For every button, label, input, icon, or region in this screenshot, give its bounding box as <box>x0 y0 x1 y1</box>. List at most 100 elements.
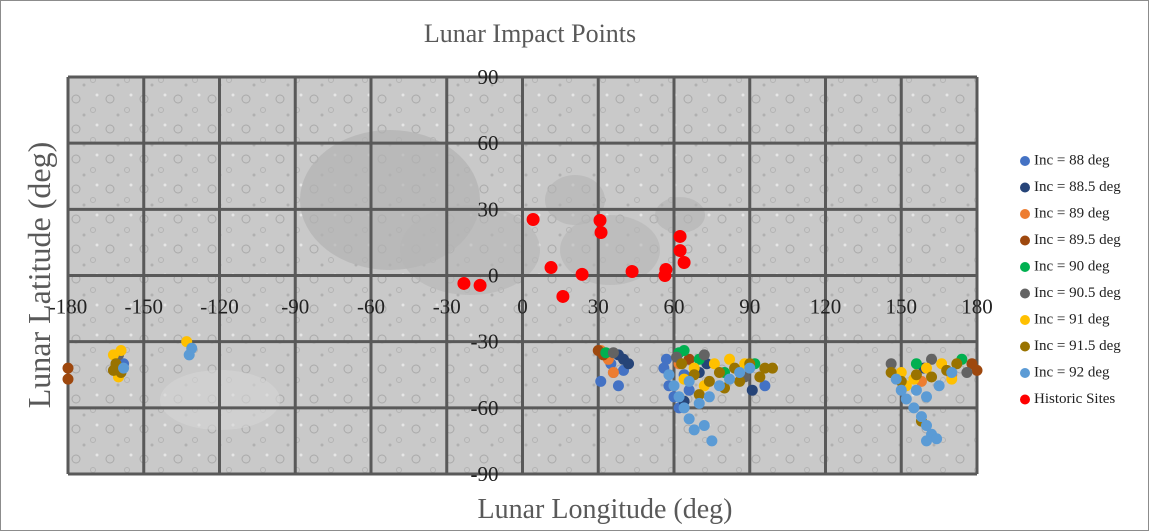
data-point <box>527 213 540 226</box>
data-point <box>684 376 695 387</box>
legend-marker <box>1020 289 1030 299</box>
y-tick-label: -30 <box>471 330 499 354</box>
data-point <box>704 376 715 387</box>
data-point <box>724 374 735 385</box>
legend-label: Inc = 90 deg <box>1034 258 1110 274</box>
y-tick-label: 90 <box>478 65 499 89</box>
y-tick-label: 30 <box>478 197 499 221</box>
x-tick-label: 120 <box>810 295 842 319</box>
data-point <box>613 380 624 391</box>
data-point <box>734 367 745 378</box>
legend-marker <box>1020 262 1030 272</box>
x-tick-label: 150 <box>886 295 918 319</box>
legend-label: Inc = 89.5 deg <box>1034 232 1121 248</box>
data-point <box>911 385 922 396</box>
data-point <box>908 402 919 413</box>
data-point <box>556 290 569 303</box>
legend-label: Inc = 91.5 deg <box>1034 338 1121 354</box>
legend-label: Inc = 91 deg <box>1034 311 1110 327</box>
chart-title: Lunar Impact Points <box>424 19 636 48</box>
x-tick-label: -90 <box>281 295 309 319</box>
data-point <box>658 269 671 282</box>
legend-marker <box>1020 315 1030 325</box>
data-point <box>457 277 470 290</box>
data-point <box>626 265 639 278</box>
data-point <box>934 380 945 391</box>
legend-marker <box>1020 395 1030 405</box>
data-point <box>926 371 937 382</box>
data-point <box>901 394 912 405</box>
data-point <box>921 435 932 446</box>
data-point <box>714 367 725 378</box>
data-point <box>891 374 902 385</box>
data-point <box>595 376 606 387</box>
legend-marker <box>1020 342 1030 352</box>
x-tick-label: 0 <box>517 295 528 319</box>
data-point <box>669 380 680 391</box>
y-tick-label: -60 <box>471 396 499 420</box>
data-point <box>118 363 129 374</box>
data-point <box>678 256 691 269</box>
data-point <box>747 385 758 396</box>
data-point <box>676 358 687 369</box>
data-point <box>674 244 687 257</box>
legend-marker <box>1020 156 1030 166</box>
data-point <box>184 349 195 360</box>
data-point <box>474 279 487 292</box>
data-point <box>576 268 589 281</box>
data-point <box>595 226 608 239</box>
data-point <box>694 398 705 409</box>
data-point <box>714 380 725 391</box>
data-point <box>911 369 922 380</box>
data-point <box>608 347 619 358</box>
legend-label: Historic Sites <box>1034 391 1115 407</box>
legend-marker <box>1020 209 1030 219</box>
data-point <box>961 367 972 378</box>
chart: -180-150-120-90-60-300306090120150180-90… <box>0 0 1149 531</box>
y-axis-label: Lunar Latitude (deg) <box>21 142 57 409</box>
legend-marker <box>1020 183 1030 193</box>
data-point <box>911 358 922 369</box>
data-point <box>699 420 710 431</box>
data-point <box>674 230 687 243</box>
data-point <box>608 367 619 378</box>
data-point <box>63 363 74 374</box>
data-point <box>661 354 672 365</box>
legend-label: Inc = 89 deg <box>1034 205 1110 221</box>
data-point <box>684 413 695 424</box>
y-tick-label: -90 <box>471 462 499 486</box>
data-point <box>663 369 674 380</box>
x-tick-label: 30 <box>588 295 609 319</box>
data-point <box>946 367 957 378</box>
data-point <box>704 391 715 402</box>
legend-label: Inc = 88 deg <box>1034 152 1110 168</box>
x-tick-label: -60 <box>357 295 385 319</box>
data-point <box>921 391 932 402</box>
data-point <box>744 363 755 374</box>
data-point <box>931 433 942 444</box>
legend-marker <box>1020 236 1030 246</box>
x-tick-label: -30 <box>433 295 461 319</box>
y-tick-label: 0 <box>488 264 499 288</box>
data-point <box>116 345 127 356</box>
legend-label: Inc = 88.5 deg <box>1034 179 1121 195</box>
data-point <box>623 358 634 369</box>
x-tick-label: -120 <box>200 295 239 319</box>
legend-label: Inc = 92 deg <box>1034 364 1110 380</box>
data-point <box>706 435 717 446</box>
data-point <box>594 214 607 227</box>
legend-marker <box>1020 368 1030 378</box>
x-tick-label: -150 <box>125 295 164 319</box>
data-point <box>679 402 690 413</box>
data-point <box>674 391 685 402</box>
x-tick-label: 90 <box>739 295 760 319</box>
data-point <box>545 261 558 274</box>
x-axis-label: Lunar Longitude (deg) <box>477 494 732 525</box>
data-point <box>767 363 778 374</box>
x-tick-label: 60 <box>664 295 685 319</box>
x-tick-label: 180 <box>961 295 993 319</box>
data-point <box>689 424 700 435</box>
data-point <box>63 374 74 385</box>
data-point <box>699 349 710 360</box>
legend-label: Inc = 90.5 deg <box>1034 285 1121 301</box>
